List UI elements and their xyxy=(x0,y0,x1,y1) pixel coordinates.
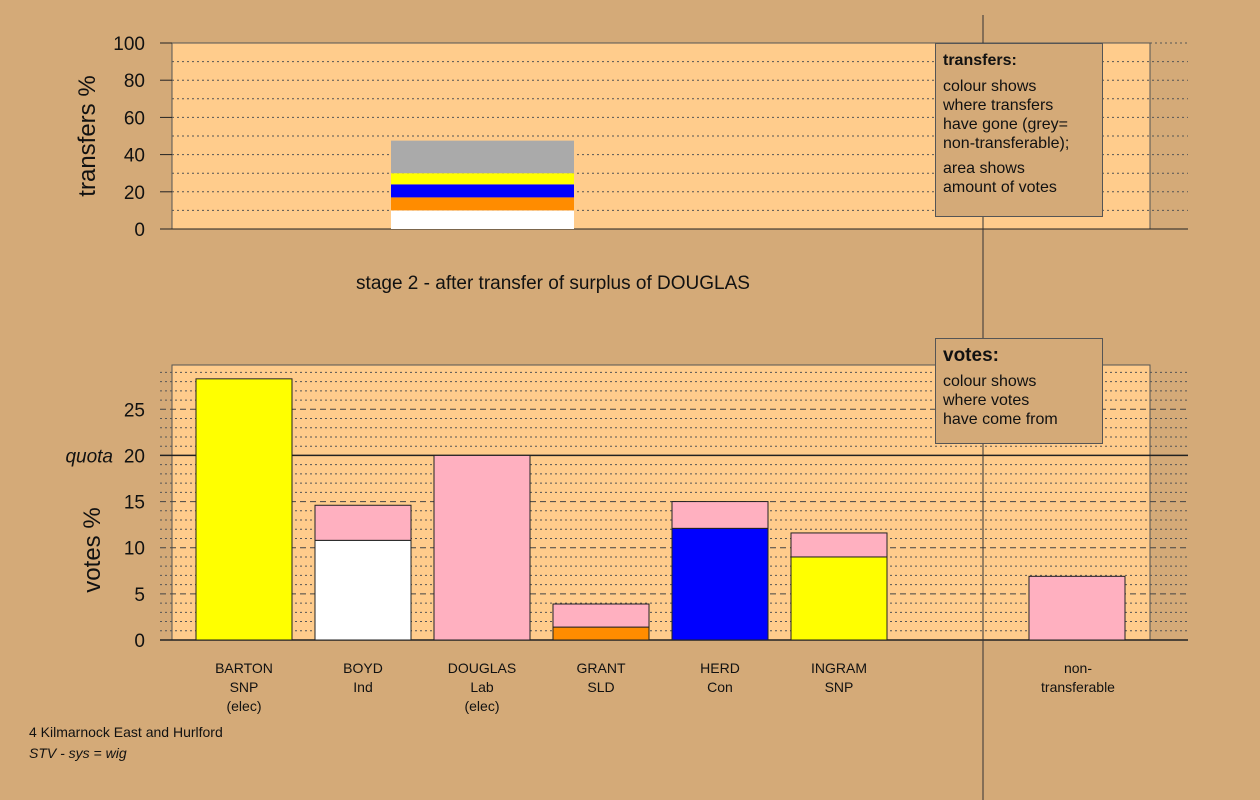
candidate-label: BARTON xyxy=(215,660,273,676)
candidate-label: SNP xyxy=(825,679,854,695)
candidate-label: SLD xyxy=(587,679,614,695)
transfers-legend-area-note: area shows amount of votes xyxy=(943,160,1057,196)
transfers-y-tick-label: 20 xyxy=(124,183,145,204)
candidate-label: HERD xyxy=(700,660,740,676)
votes-legend: votes: colour shows where votes have com… xyxy=(935,338,1103,444)
candidate-label: transferable xyxy=(1041,679,1115,695)
vote-bar-herd-segment xyxy=(671,501,769,529)
stage-title: stage 2 - after transfer of surplus of D… xyxy=(356,273,750,294)
candidate-label: Ind xyxy=(353,679,372,695)
vote-bar-douglas-segment xyxy=(433,454,531,641)
votes-y-axis-title: votes % xyxy=(79,507,106,592)
transfers-y-axis-title: transfers % xyxy=(74,75,101,196)
candidate-label: BOYD xyxy=(343,660,383,676)
transfer-segment-con xyxy=(391,184,574,198)
vote-bar-grant-segment xyxy=(552,603,650,628)
votes-y-tick-label: 0 xyxy=(134,631,145,652)
candidate-label: Con xyxy=(707,679,733,695)
vote-bar-barton-segment xyxy=(195,378,293,641)
transfers-y-tick-label: 0 xyxy=(134,220,145,241)
transfer-segment-snp xyxy=(391,173,574,185)
candidate-label: GRANT xyxy=(577,660,626,676)
votes-y-tick-label: 10 xyxy=(124,539,145,560)
transfers-y-tick-label: 100 xyxy=(113,34,145,55)
constituency-label: 4 Kilmarnock East and Hurlford xyxy=(29,724,223,740)
vote-bar-boyd-segment xyxy=(314,539,412,641)
transfers-legend-colour-note: colour shows where transfers have gone (… xyxy=(943,78,1070,152)
vote-bar-ingram-segment xyxy=(790,532,888,558)
transfers-y-tick-label: 40 xyxy=(124,146,145,167)
system-label: STV - sys = wig xyxy=(29,745,127,761)
votes-y-tick-label: 25 xyxy=(124,400,145,421)
vote-bar-boyd-segment xyxy=(314,504,412,541)
votes-y-tick-label: 15 xyxy=(124,493,145,514)
transfers-legend: transfers: colour shows where transfers … xyxy=(935,43,1103,217)
candidate-label: Lab xyxy=(470,679,494,695)
transfers-y-tick-label: 60 xyxy=(124,108,145,129)
votes-legend-title: votes: xyxy=(943,345,999,366)
votes-y-tick-label: 20 xyxy=(124,446,145,467)
candidate-label: non- xyxy=(1064,660,1092,676)
candidate-label: (elec) xyxy=(464,698,499,714)
vote-bar-grant-segment xyxy=(552,626,650,641)
transfer-segment-sld xyxy=(391,197,574,211)
candidate-label: SNP xyxy=(230,679,259,695)
candidate-label: INGRAM xyxy=(811,660,867,676)
vote-bar-non-transferable-segment xyxy=(1028,575,1126,641)
transfers-legend-title: transfers: xyxy=(943,52,1017,69)
transfers-y-tick-label: 80 xyxy=(124,71,145,92)
quota-label: quota xyxy=(65,446,113,467)
vote-bar-ingram-segment xyxy=(790,556,888,641)
transfer-segment-ind xyxy=(391,210,574,229)
votes-y-tick-label: 5 xyxy=(134,585,145,606)
candidate-label: (elec) xyxy=(226,698,261,714)
candidate-label: DOUGLAS xyxy=(448,660,516,676)
transfer-segment-non-transferable xyxy=(391,140,574,174)
votes-legend-colour-note: colour shows where votes have come from xyxy=(943,373,1058,428)
vote-bar-herd-segment xyxy=(671,527,769,641)
